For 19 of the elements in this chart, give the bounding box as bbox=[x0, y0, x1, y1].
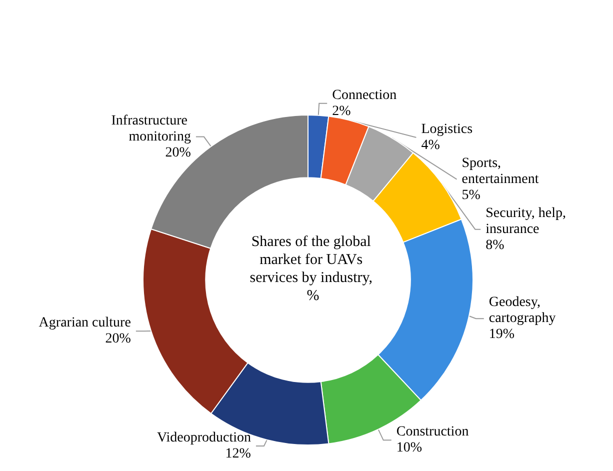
slice-label: Infrastructure monitoring bbox=[111, 113, 191, 144]
data-label: 19% bbox=[488, 327, 515, 342]
text: Shares of the global market for UAVs services by industry, % bbox=[250, 234, 376, 304]
slice-label: Connection bbox=[332, 88, 397, 103]
slice-label: Logistics bbox=[421, 122, 473, 137]
slice-label: Sports, entertainment bbox=[462, 156, 539, 187]
data-label: 5% bbox=[462, 188, 481, 203]
slice-label: Videoproduction bbox=[156, 430, 251, 446]
data-label: 4% bbox=[421, 138, 440, 153]
data-label: 10% bbox=[396, 440, 422, 456]
slice-label: Geodesy, cartography bbox=[488, 295, 556, 326]
data-label: 20% bbox=[105, 332, 132, 347]
data-label: 20% bbox=[165, 145, 192, 160]
data-label: 12% bbox=[225, 446, 252, 462]
data-label: 2% bbox=[332, 104, 352, 119]
slice-label: Agrarian culture bbox=[38, 316, 131, 331]
slice-label: Security, help, insurance bbox=[486, 206, 570, 237]
slice-label: Construction bbox=[396, 424, 469, 440]
data-label: 8% bbox=[486, 238, 505, 253]
